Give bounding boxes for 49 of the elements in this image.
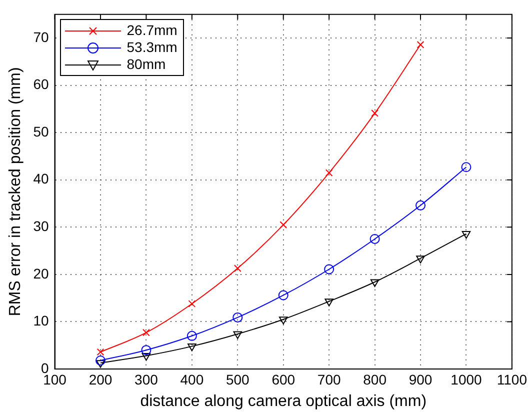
point: [280, 221, 288, 228]
point: [370, 279, 380, 288]
y-tick-label: 10: [33, 312, 49, 329]
x-tick-label: 300: [134, 371, 158, 388]
x-tick-label: 1100: [496, 371, 528, 388]
point: [186, 330, 197, 341]
x-tick-label: 1000: [450, 371, 482, 388]
y-tick-label: 70: [33, 28, 49, 45]
point: [96, 348, 104, 356]
point: [325, 169, 333, 176]
point: [233, 331, 242, 340]
y-tick-label: 50: [33, 123, 49, 140]
point: [96, 360, 105, 368]
legend-label: 26.7mm: [126, 22, 178, 40]
x-tick-label: 900: [408, 371, 432, 388]
point: [95, 355, 106, 366]
point: [370, 234, 380, 244]
x-tick-label: 500: [226, 371, 250, 388]
point: [324, 264, 334, 274]
y-tick-label: 30: [33, 218, 49, 234]
y-tick-label: 20: [33, 265, 49, 282]
point: [232, 312, 243, 322]
y-tick-label: 40: [33, 170, 49, 187]
x-tick-label: 200: [88, 371, 112, 388]
x-tick-label: 400: [180, 371, 204, 388]
point: [142, 353, 151, 361]
legend-label: 80mm: [126, 56, 166, 74]
x-axis-title: distance along camera optical axis (mm): [140, 392, 427, 410]
point: [234, 264, 242, 272]
point: [141, 345, 152, 356]
x-tick-label: 700: [317, 371, 341, 388]
point: [278, 290, 288, 300]
point: [371, 110, 378, 117]
point: [188, 300, 196, 308]
point: [324, 298, 334, 306]
point: [416, 40, 424, 48]
point: [278, 316, 288, 324]
y-axis-title: RMS error in tracked position (mm): [7, 67, 24, 316]
point: [188, 344, 196, 352]
y-tick-label: 0: [40, 360, 49, 376]
point: [416, 200, 426, 210]
point: [461, 162, 472, 172]
point: [462, 231, 471, 239]
y-tick-label: 60: [33, 76, 49, 92]
point: [142, 328, 150, 336]
x-tick-label: 600: [272, 371, 296, 388]
x-tick-label: 800: [363, 371, 387, 388]
legend-label: 53.3mm: [126, 39, 178, 56]
point: [416, 256, 425, 264]
